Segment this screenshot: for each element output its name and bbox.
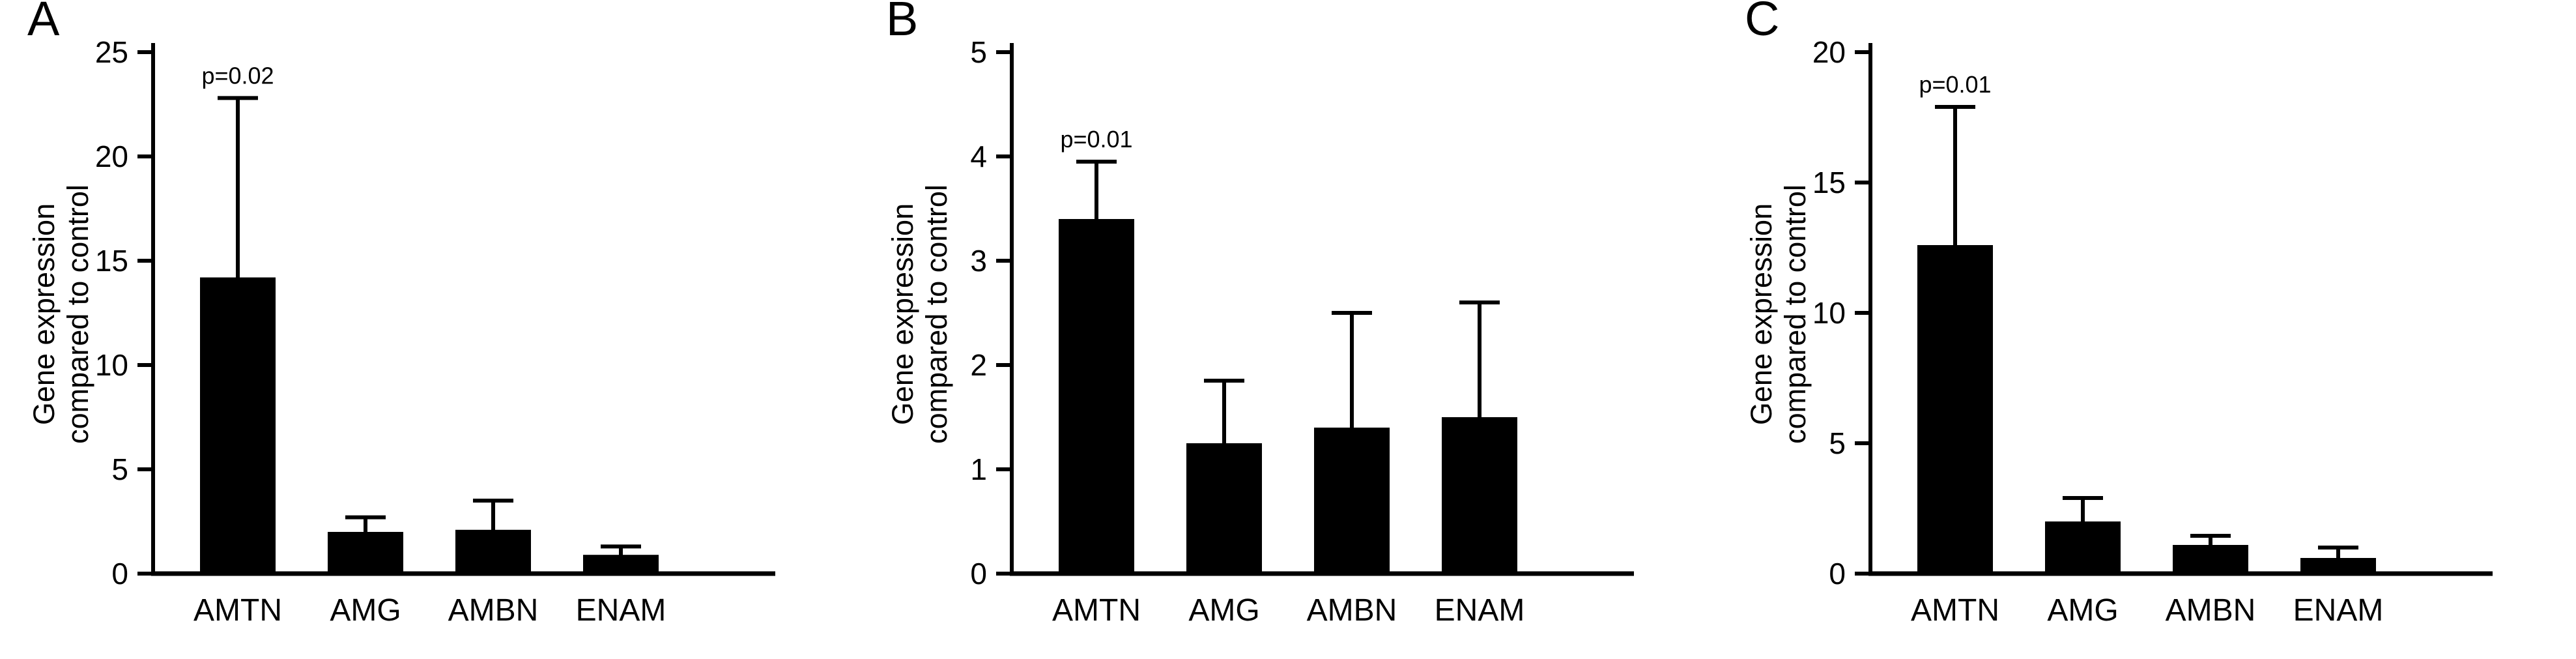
bar-enam [583, 555, 659, 574]
y-tick-label: 5 [111, 452, 128, 486]
panel-letter-c: C [1745, 0, 1780, 46]
x-category-label: AMTN [1911, 593, 1999, 628]
p-value-annotation: p=0.01 [1919, 71, 1991, 98]
bar-amg [2045, 521, 2121, 574]
bar-chart-c: 0 5 10 15 20 AMTN p=0.01 AMG AMBN ENAM [1812, 35, 2493, 628]
bar-ambn [455, 529, 531, 574]
x-category-label: AMBN [1307, 593, 1397, 628]
y-tick-label: 20 [1812, 35, 1846, 69]
bar-amg [328, 532, 403, 574]
y-tick-label: 5 [970, 35, 987, 69]
bar-amtn [200, 277, 276, 574]
x-category-label: AMTN [1052, 593, 1141, 628]
y-tick-label: 0 [111, 557, 128, 591]
y-tick-label: 1 [970, 452, 987, 486]
y-tick-label: 25 [95, 35, 128, 69]
p-value-annotation: p=0.01 [1060, 126, 1132, 153]
x-category-label: AMBN [448, 593, 539, 628]
y-tick-label: 10 [95, 348, 128, 382]
x-category-label: ENAM [576, 593, 666, 628]
y-tick-label: 3 [970, 244, 987, 278]
x-category-label: ENAM [1435, 593, 1525, 628]
y-tick-label: 4 [970, 139, 987, 173]
y-tick-label: 0 [970, 557, 987, 591]
y-tick-label: 15 [1812, 166, 1846, 199]
x-category-label: AMG [2047, 593, 2118, 628]
x-category-label: AMG [330, 593, 401, 628]
panel-letter-b: B [886, 0, 919, 46]
bar-enam [1442, 417, 1517, 574]
y-tick-label: 5 [1829, 426, 1846, 460]
x-category-label: AMG [1188, 593, 1259, 628]
x-category-label: ENAM [2293, 593, 2384, 628]
bar-amtn [1059, 219, 1134, 574]
bar-ambn [2173, 545, 2248, 574]
bar-chart-b: 0 1 2 3 4 5 AMTN p=0.01 AMG AMBN ENAM [970, 35, 1634, 628]
p-value-annotation: p=0.02 [201, 62, 274, 89]
panel-letter-a: A [27, 0, 60, 46]
y-tick-label: 10 [1812, 296, 1846, 330]
bar-chart-a: 0 5 10 15 20 25 AMTN p=0.02 AMG AMBN ENAM [95, 35, 775, 628]
y-tick-label: 15 [95, 244, 128, 278]
x-category-label: AMTN [193, 593, 282, 628]
y-tick-label: 20 [95, 139, 128, 173]
bar-amg [1186, 443, 1262, 574]
y-tick-label: 0 [1829, 557, 1846, 591]
bar-ambn [1314, 428, 1390, 574]
bar-amtn [1917, 245, 1993, 574]
y-tick-label: 2 [970, 348, 987, 382]
bar-enam [2300, 558, 2376, 574]
x-category-label: AMBN [2166, 593, 2256, 628]
